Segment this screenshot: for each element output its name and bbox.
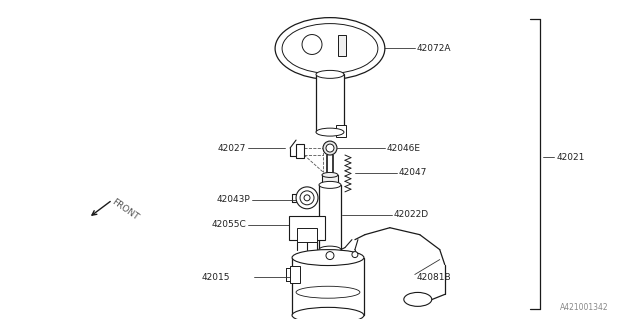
Bar [338, 35, 346, 56]
Ellipse shape [319, 181, 341, 188]
Circle shape [352, 252, 358, 258]
Text: 42081B: 42081B [417, 273, 451, 282]
Text: A421001342: A421001342 [559, 303, 608, 312]
Ellipse shape [319, 246, 341, 253]
Circle shape [326, 252, 334, 260]
Ellipse shape [322, 172, 338, 177]
Text: 42055C: 42055C [211, 220, 246, 229]
Text: 42043P: 42043P [216, 195, 250, 204]
Bar [297, 228, 317, 242]
Ellipse shape [322, 182, 338, 188]
Text: 42072A: 42072A [417, 44, 451, 53]
Ellipse shape [292, 250, 364, 266]
Ellipse shape [316, 128, 344, 136]
Circle shape [304, 195, 310, 201]
Text: 42047: 42047 [399, 168, 428, 178]
Bar [316, 74, 344, 132]
Text: 42021: 42021 [557, 153, 585, 162]
Bar [296, 144, 304, 158]
Text: 42015: 42015 [202, 273, 230, 282]
Circle shape [323, 141, 337, 155]
Text: 42046E: 42046E [387, 144, 421, 153]
Ellipse shape [404, 292, 432, 306]
Bar [319, 185, 341, 250]
Ellipse shape [275, 18, 385, 79]
Bar [292, 258, 364, 315]
Bar [289, 216, 325, 240]
Ellipse shape [282, 24, 378, 73]
Bar [336, 125, 346, 137]
Ellipse shape [316, 70, 344, 78]
Text: 42022D: 42022D [394, 210, 429, 219]
Ellipse shape [315, 251, 345, 260]
Circle shape [296, 187, 318, 209]
Ellipse shape [292, 307, 364, 320]
Bar [290, 266, 300, 284]
Circle shape [302, 35, 322, 54]
Text: FRONT: FRONT [110, 197, 140, 222]
Bar [322, 175, 338, 185]
Circle shape [326, 144, 334, 152]
Text: 42027: 42027 [218, 144, 246, 153]
Circle shape [300, 191, 314, 205]
Ellipse shape [296, 286, 360, 298]
